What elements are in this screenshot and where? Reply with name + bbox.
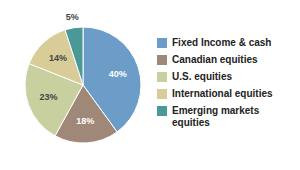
svg-text:18%: 18% — [76, 116, 94, 126]
html-text:International equities: International equities — [172, 87, 273, 99]
html-text:U.S. equities: U.S. equities — [172, 70, 232, 82]
svg-text:40%: 40% — [109, 69, 127, 79]
html-text:Canadian equities: Canadian equities — [172, 53, 258, 65]
svg-text:14%: 14% — [49, 53, 67, 63]
html-text:Fixed Income & cash: Fixed Income & cash — [172, 36, 272, 48]
svg-text:23%: 23% — [40, 92, 58, 102]
svg-text:5%: 5% — [66, 12, 79, 22]
html-text:Emerging markets equities: Emerging markets equities — [172, 104, 260, 128]
